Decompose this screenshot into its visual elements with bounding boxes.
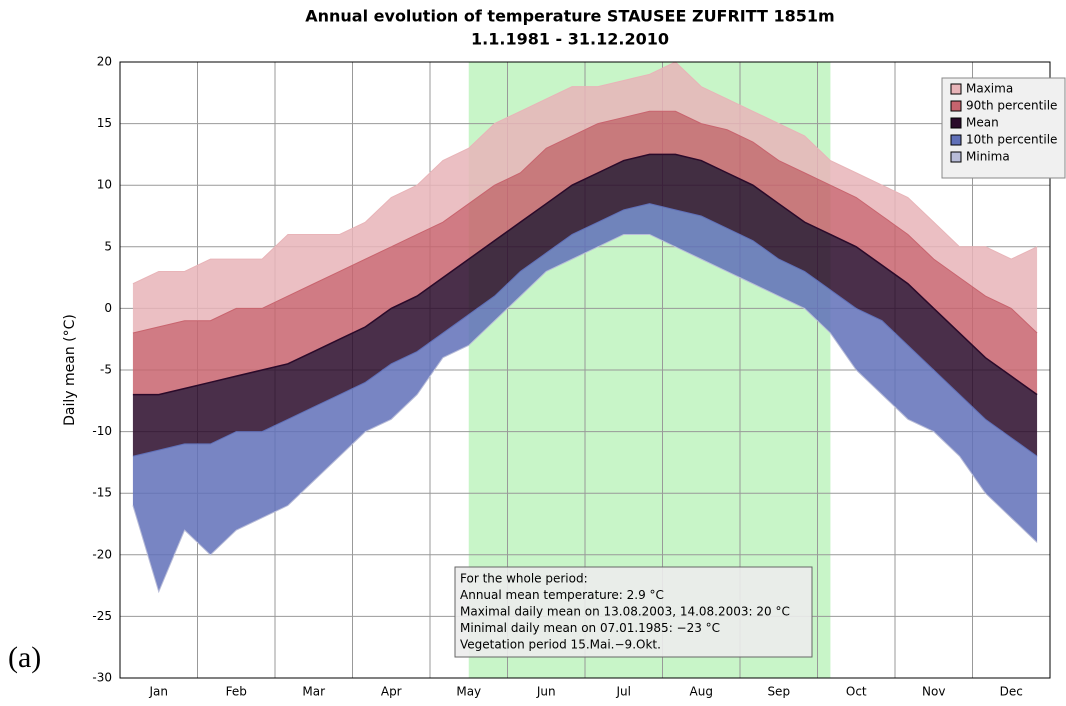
y-tick-label: -5 <box>100 363 112 377</box>
legend-swatch <box>950 100 962 112</box>
panel-label: (a) <box>8 641 41 674</box>
x-tick-label: Aug <box>690 685 713 699</box>
series-line <box>132 203 1038 457</box>
y-tick-label: -15 <box>92 486 112 500</box>
x-tick-label: Feb <box>226 685 247 699</box>
y-tick-label: -25 <box>92 609 112 623</box>
info-line: For the whole period: <box>460 572 588 586</box>
y-tick-label: 10 <box>97 178 112 192</box>
info-line: Annual mean temperature: 2.9 °C <box>460 588 664 602</box>
legend-swatch <box>950 117 962 129</box>
series-line <box>132 110 1038 334</box>
info-box-frame <box>454 566 813 658</box>
x-tick-label: Jan <box>149 685 169 699</box>
series-line <box>132 153 1038 396</box>
legend-label: Mean <box>966 116 999 130</box>
legend: Maxima 90th percentile Mean 10th percentile… <box>941 77 1066 179</box>
x-tick-label: Sep <box>767 685 790 699</box>
info-line: Maximal daily mean on 13.08.2003, 14.08.… <box>460 605 790 619</box>
chart-subtitle: 1.1.1981 - 31.12.2010 <box>471 30 669 49</box>
legend-box <box>941 77 1066 179</box>
info-line: Vegetation period 15.Mai.−9.Okt. <box>460 638 661 652</box>
legend-swatch <box>950 83 962 95</box>
legend-swatch <box>950 151 962 163</box>
y-tick-label: 15 <box>97 116 112 130</box>
legend-label: 10th percentile <box>966 133 1057 147</box>
legend-label: Maxima <box>966 82 1013 96</box>
band-fill <box>132 154 1038 457</box>
band-fill <box>132 111 1038 395</box>
x-tick-label: Jul <box>616 685 631 699</box>
y-tick-label: -10 <box>92 424 112 438</box>
y-tick-label: -20 <box>92 547 112 561</box>
x-tick-label: Jun <box>536 685 556 699</box>
legend-label: 90th percentile <box>966 99 1057 113</box>
x-tick-label: Dec <box>1000 685 1023 699</box>
y-tick-label: -30 <box>92 671 112 685</box>
y-tick-label: 20 <box>97 55 112 69</box>
x-tick-label: May <box>456 685 481 699</box>
legend-swatch <box>950 134 962 146</box>
x-tick-label: Mar <box>302 685 325 699</box>
x-tick-label: Apr <box>381 685 402 699</box>
y-axis-label: Daily mean (°C) <box>62 314 78 426</box>
y-tick-label: 0 <box>104 301 112 315</box>
info-box: For the whole period: Annual mean tempera… <box>454 566 813 658</box>
chart-title: Annual evolution of temperature STAUSEE … <box>305 7 834 26</box>
series-line <box>132 233 1038 594</box>
plot-frame <box>119 61 1051 679</box>
y-tick-label: 5 <box>104 239 112 253</box>
info-line: Minimal daily mean on 07.01.1985: −23 °C <box>460 621 720 635</box>
series-line <box>132 61 1038 285</box>
band-fill <box>132 203 1038 592</box>
legend-label: Minima <box>966 150 1010 164</box>
x-tick-label: Nov <box>922 685 945 699</box>
x-tick-label: Oct <box>846 685 867 699</box>
